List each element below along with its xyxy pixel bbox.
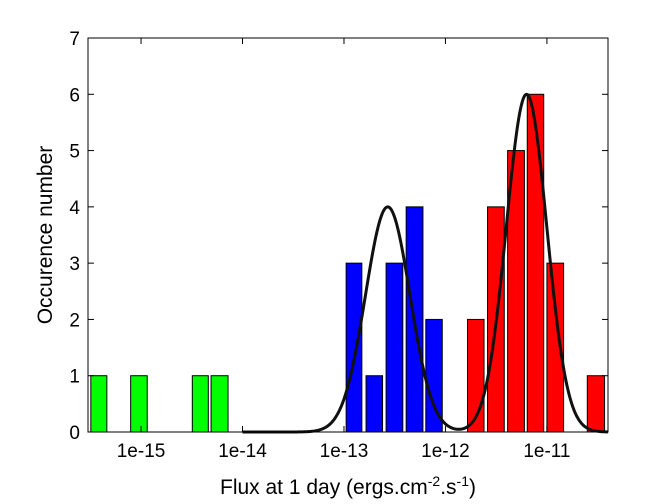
bar-series3-6 (586, 375, 606, 433)
bar-series1-2 (130, 375, 148, 433)
x-axis-label: Flux at 1 day (ergs.cm-2.s-1) (220, 473, 476, 499)
bar-series2-2 (365, 375, 384, 433)
x-tick-label-4: 1e-12 (421, 441, 470, 462)
bar-series1-1 (90, 375, 108, 433)
y-tick-label-7: 7 (69, 29, 80, 50)
x-tick-label-3: 1e-13 (320, 441, 369, 462)
x-tick-label-1: 1e-15 (117, 441, 166, 462)
y-axis-ticks: 0 1 2 3 4 5 6 7 (69, 29, 608, 444)
y-tick-label-1: 1 (69, 367, 80, 388)
x-tick-label-2: 1e-14 (218, 441, 267, 462)
y-tick-label-4: 4 (69, 198, 80, 219)
plot-frame (87, 37, 609, 433)
y-axis-label: Occurence number (34, 146, 57, 325)
y-tick-label-2: 2 (69, 310, 80, 331)
y-tick-label-5: 5 (69, 142, 80, 163)
y-tick-label-6: 6 (69, 85, 80, 106)
x-axis-ticks: 1e-15 1e-14 1e-13 1e-12 1e-11 (117, 38, 571, 462)
bar-series2-3 (385, 262, 404, 433)
y-tick-label-3: 3 (69, 254, 80, 275)
x-axis-label-sup2: -1 (457, 473, 470, 489)
x-axis-label-sup1: -2 (428, 473, 441, 489)
bar-series2-1 (345, 262, 363, 433)
x-axis-label-mid: .s (440, 476, 456, 499)
y-tick-label-0: 0 (69, 423, 80, 444)
bar-series1-4 (210, 375, 229, 433)
x-tick-label-5: 1e-11 (523, 441, 570, 462)
bar-series3-4 (526, 93, 545, 433)
x-axis-label-end: ) (469, 476, 476, 499)
bar-series1-3 (191, 375, 209, 433)
